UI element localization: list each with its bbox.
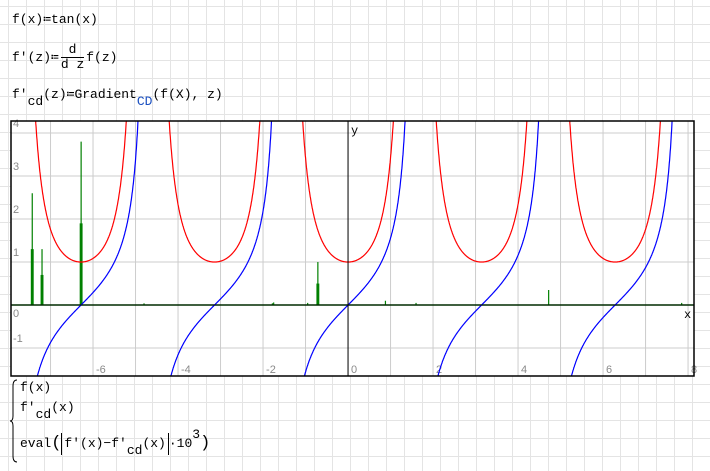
legend-item-3-b: (x) bbox=[142, 436, 166, 451]
y-tick-label: 2 bbox=[13, 204, 19, 216]
plot-area bbox=[11, 121, 694, 376]
def-f[interactable]: f(x)≔tan(x) bbox=[12, 12, 98, 28]
x-tick-label: -2 bbox=[266, 364, 276, 376]
plot-frame bbox=[10, 120, 695, 377]
def-fprime-rhs: f(z) bbox=[86, 49, 118, 65]
y-tick-label: -1 bbox=[13, 333, 23, 345]
def-f-rhs: tan(x) bbox=[51, 12, 98, 27]
def-f-op: ≔ bbox=[43, 12, 52, 27]
def-fcd-sub: cd bbox=[27, 94, 44, 109]
legend-item-3-eval: eval bbox=[20, 436, 52, 451]
def-fcd-func: Gradient bbox=[74, 87, 137, 102]
y-tick-label: 4 bbox=[13, 118, 19, 130]
legend-item-3-paren-close: ) bbox=[200, 434, 211, 453]
legend-item-3-exp: 3 bbox=[192, 427, 201, 442]
y-tick-label: 0 bbox=[13, 308, 19, 320]
def-fprime[interactable]: f'(z)≔ d d z f(z) bbox=[12, 43, 117, 72]
x-tick-label: -4 bbox=[181, 364, 191, 376]
x-axis-label: x bbox=[684, 308, 691, 322]
legend-item-3-abs: f'(x)−f'cd(x) bbox=[61, 433, 169, 458]
sec2-curve-branch bbox=[569, 121, 662, 263]
sec2-curve-branch bbox=[435, 121, 528, 263]
legend-item-1-text: f(x) bbox=[20, 380, 52, 395]
def-fprime-op: ≔ bbox=[51, 49, 59, 65]
legend-item-3-paren: ( bbox=[51, 434, 62, 453]
legend-item-2-base: f' bbox=[20, 400, 36, 415]
legend-item-2[interactable]: f'cd(x) bbox=[20, 400, 75, 422]
def-fcd[interactable]: f'cd(z)≔GradientCD(f(X), z) bbox=[12, 87, 223, 109]
def-fcd-op: ≔ bbox=[66, 87, 75, 102]
x-tick-label: 4 bbox=[521, 364, 527, 376]
legend-item-1[interactable]: f(x) bbox=[20, 380, 51, 396]
derivative-num: d bbox=[60, 43, 85, 58]
x-tick-label: 6 bbox=[606, 364, 612, 376]
x-tick-label: -6 bbox=[96, 364, 106, 376]
def-f-lhs: f(x) bbox=[12, 12, 44, 27]
legend-item-2-sub: cd bbox=[35, 407, 52, 422]
derivative-den: d z bbox=[60, 57, 85, 72]
legend-item-3-a: f'(x)−f' bbox=[64, 436, 127, 451]
def-fcd-args: (f(X), z) bbox=[152, 87, 223, 102]
legend-item-3-mult: ·10 bbox=[168, 436, 193, 451]
def-fcd-func-sub: CD bbox=[136, 94, 153, 109]
y-axis-label: y bbox=[351, 124, 358, 138]
legend-item-3-sub: cd bbox=[126, 443, 143, 458]
def-fprime-lhs: f'(z) bbox=[12, 49, 52, 65]
legend-item-2-arg: (x) bbox=[51, 400, 75, 415]
sec2-curve-branch bbox=[35, 121, 127, 263]
legend-item-3[interactable]: eval(f'(x)−f'cd(x) ·103) bbox=[20, 427, 211, 458]
legend-brace bbox=[9, 379, 18, 463]
y-tick-label: 1 bbox=[13, 247, 19, 259]
def-fcd-base: f' bbox=[12, 87, 28, 102]
def-fcd-arg: (z) bbox=[43, 87, 67, 102]
y-tick-label: 3 bbox=[13, 161, 19, 173]
x-tick-label: 0 bbox=[351, 364, 357, 376]
sec2-curve-branch bbox=[168, 121, 261, 263]
